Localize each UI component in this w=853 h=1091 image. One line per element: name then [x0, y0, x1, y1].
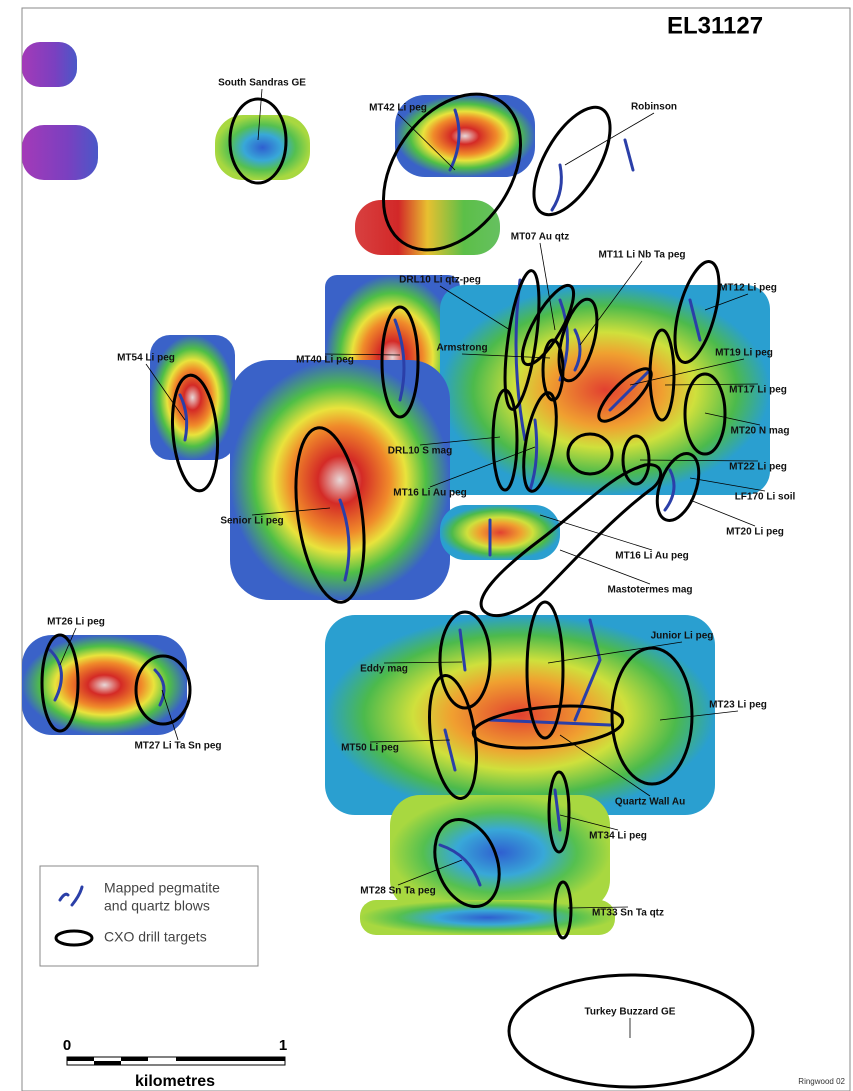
- legend-label: Mapped pegmatite: [104, 880, 220, 896]
- leader-line: [639, 459, 759, 462]
- target-label: Junior Li peg: [651, 631, 714, 642]
- target-label: Mastotermes mag: [607, 585, 692, 596]
- target-label: MT20 Li peg: [726, 527, 784, 538]
- leader-line: [59, 627, 77, 666]
- target-label: MT23 Li peg: [709, 700, 767, 711]
- target-label: MT07 Au qtz: [511, 232, 570, 243]
- target-label: MT17 Li peg: [729, 385, 787, 396]
- leader-line: [689, 499, 756, 527]
- target-label: MT34 Li peg: [589, 831, 647, 842]
- target-label: MT16 Li Au peg: [393, 488, 467, 499]
- leader-line: [161, 689, 179, 741]
- labels: South Sandras GE MT42 Li peg Robinson MT07 …: [47, 78, 796, 1038]
- scale-tick: 1: [279, 1037, 287, 1054]
- target-label: Turkey Buzzard GE: [585, 1007, 676, 1018]
- leader-line: [559, 549, 651, 585]
- target-label: MT40 Li peg: [296, 355, 354, 366]
- target-label: MT27 Li Ta Sn peg: [134, 741, 221, 752]
- leader-line: [251, 507, 331, 516]
- leader-line: [369, 739, 451, 743]
- leader-line: [539, 242, 556, 331]
- target-label: Armstrong: [436, 343, 487, 354]
- legend-label: and quartz blows: [104, 898, 210, 914]
- leader-line: [579, 260, 643, 346]
- leader-line: [659, 710, 739, 721]
- leader-line: [397, 859, 463, 886]
- leader-line: [539, 514, 653, 551]
- target-label: Quartz Wall Au: [615, 797, 685, 808]
- leader-line: [664, 383, 759, 386]
- leader-line: [461, 353, 551, 359]
- target-label: MT22 Li peg: [729, 462, 787, 473]
- target-label: LF170 Li soil: [735, 492, 796, 503]
- credit: Ringwood 02: [798, 1077, 845, 1086]
- leader-line: [564, 112, 655, 166]
- target-label: MT16 Li Au peg: [615, 551, 689, 562]
- target-label: MT42 Li peg: [369, 103, 427, 114]
- leader-line: [439, 285, 511, 331]
- target-label: DRL10 Li qtz-peg: [399, 275, 481, 286]
- target-label: MT28 Sn Ta peg: [360, 886, 435, 897]
- leader-line: [324, 353, 401, 356]
- leader-line: [429, 446, 536, 488]
- target-label: MT20 N mag: [731, 426, 790, 437]
- leader-line: [689, 477, 766, 492]
- target-label: DRL10 S mag: [388, 446, 452, 457]
- target-label: Robinson: [631, 102, 677, 113]
- leader-line: [397, 113, 456, 171]
- leader-line: [257, 88, 263, 141]
- target-label: Eddy mag: [360, 664, 408, 675]
- scale-bar: 0 1 kilometres: [63, 1037, 287, 1090]
- leader-line: [567, 906, 629, 909]
- leader-line: [704, 412, 761, 426]
- target-label: Senior Li peg: [220, 516, 283, 527]
- legend-swatch: [54, 929, 94, 947]
- leader-line: [145, 363, 186, 421]
- leader-line: [419, 436, 501, 446]
- legend-swatch: [58, 885, 84, 907]
- target-label: MT54 Li peg: [117, 353, 175, 364]
- target-label: MT19 Li peg: [715, 348, 773, 359]
- target-label: MT11 Li Nb Ta peg: [598, 250, 685, 261]
- target-label: MT26 Li peg: [47, 617, 105, 628]
- map-title: EL31127: [667, 12, 763, 39]
- target-label: MT50 Li peg: [341, 743, 399, 754]
- target-label: South Sandras GE: [218, 78, 306, 89]
- scale-unit: kilometres: [135, 1073, 215, 1090]
- leader-line: [559, 734, 651, 797]
- legend-box: [39, 865, 259, 967]
- leader-line: [629, 358, 745, 386]
- leader-line: [704, 293, 749, 311]
- leader-line: [383, 661, 463, 664]
- scale-tick: 0: [63, 1037, 71, 1054]
- target-label: MT12 Li peg: [719, 283, 777, 294]
- frame: [21, 7, 851, 1091]
- legend: Mapped pegmatite and quartz blows CXO dr…: [39, 865, 259, 967]
- leader-line: [547, 641, 683, 664]
- legend-label: CXO drill targets: [104, 929, 207, 945]
- target-label: MT33 Sn Ta qtz: [592, 908, 664, 919]
- drill-targets: [40, 92, 755, 1089]
- leader-line: [559, 814, 619, 831]
